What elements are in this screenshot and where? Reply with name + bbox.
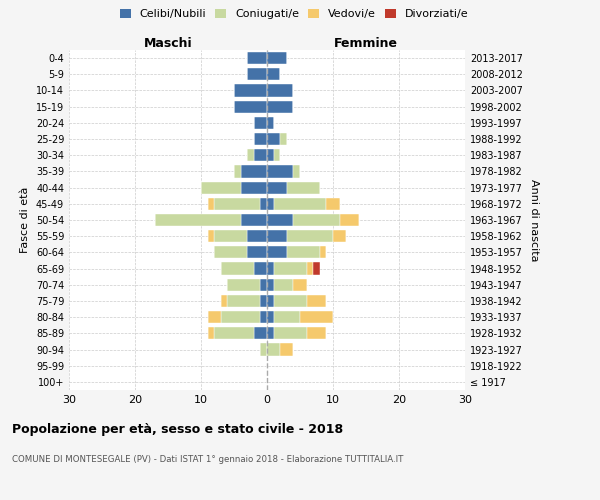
Bar (280, 344, 293, 355)
Bar (221, 262, 254, 274)
Bar (241, 182, 267, 194)
Bar (274, 295, 307, 307)
Bar (214, 328, 254, 340)
Bar (234, 166, 241, 177)
Bar (293, 166, 300, 177)
Bar (214, 230, 247, 242)
Bar (254, 117, 267, 129)
Bar (260, 295, 267, 307)
Bar (208, 311, 221, 323)
Bar (274, 198, 326, 210)
Bar (267, 230, 287, 242)
Bar (247, 52, 267, 64)
Bar (267, 278, 274, 291)
Bar (221, 311, 260, 323)
Bar (300, 311, 333, 323)
Bar (320, 246, 326, 258)
Bar (247, 68, 267, 80)
Text: Popolazione per età, sesso e stato civile - 2018: Popolazione per età, sesso e stato civil… (12, 422, 343, 436)
Bar (340, 214, 359, 226)
Bar (267, 295, 274, 307)
Bar (260, 198, 267, 210)
Bar (214, 198, 260, 210)
Text: COMUNE DI MONTESEGALE (PV) - Dati ISTAT 1° gennaio 2018 - Elaborazione TUTTITALI: COMUNE DI MONTESEGALE (PV) - Dati ISTAT … (12, 455, 403, 464)
Bar (267, 84, 293, 96)
Bar (234, 84, 267, 96)
Bar (274, 149, 280, 162)
Bar (307, 328, 326, 340)
Bar (227, 295, 260, 307)
Bar (287, 246, 320, 258)
Bar (221, 295, 227, 307)
Bar (267, 328, 274, 340)
Bar (208, 198, 214, 210)
Bar (267, 344, 280, 355)
Bar (280, 133, 287, 145)
Bar (274, 278, 293, 291)
Bar (293, 214, 340, 226)
Bar (267, 68, 280, 80)
Bar (260, 344, 267, 355)
Bar (293, 278, 307, 291)
Bar (227, 278, 260, 291)
Bar (326, 198, 340, 210)
Bar (254, 262, 267, 274)
Bar (274, 311, 300, 323)
Bar (241, 214, 267, 226)
Text: Maschi: Maschi (143, 37, 193, 50)
Bar (267, 182, 287, 194)
Bar (313, 262, 320, 274)
Bar (267, 311, 274, 323)
Bar (234, 100, 267, 112)
Bar (254, 149, 267, 162)
Bar (267, 52, 287, 64)
Bar (267, 262, 274, 274)
Legend: Celibi/Nubili, Coniugati/e, Vedovi/e, Divorziati/e: Celibi/Nubili, Coniugati/e, Vedovi/e, Di… (116, 6, 472, 22)
Bar (287, 182, 320, 194)
Bar (247, 230, 267, 242)
Bar (307, 295, 326, 307)
Bar (201, 182, 241, 194)
Bar (155, 214, 241, 226)
Bar (267, 166, 293, 177)
Bar (208, 328, 214, 340)
Y-axis label: Anni di nascita: Anni di nascita (529, 179, 539, 261)
Bar (307, 262, 313, 274)
Bar (260, 311, 267, 323)
Bar (247, 246, 267, 258)
Y-axis label: Fasce di età: Fasce di età (20, 187, 30, 253)
Bar (267, 246, 287, 258)
Bar (208, 230, 214, 242)
Bar (254, 133, 267, 145)
Bar (241, 166, 267, 177)
Bar (274, 328, 307, 340)
Bar (267, 100, 293, 112)
Bar (267, 133, 280, 145)
Bar (214, 246, 247, 258)
Bar (267, 214, 293, 226)
Bar (267, 198, 274, 210)
Bar (267, 117, 274, 129)
Bar (274, 262, 307, 274)
Bar (267, 149, 274, 162)
Bar (333, 230, 346, 242)
Text: Femmine: Femmine (334, 37, 398, 50)
Bar (260, 278, 267, 291)
Bar (247, 149, 254, 162)
Bar (254, 328, 267, 340)
Bar (287, 230, 333, 242)
